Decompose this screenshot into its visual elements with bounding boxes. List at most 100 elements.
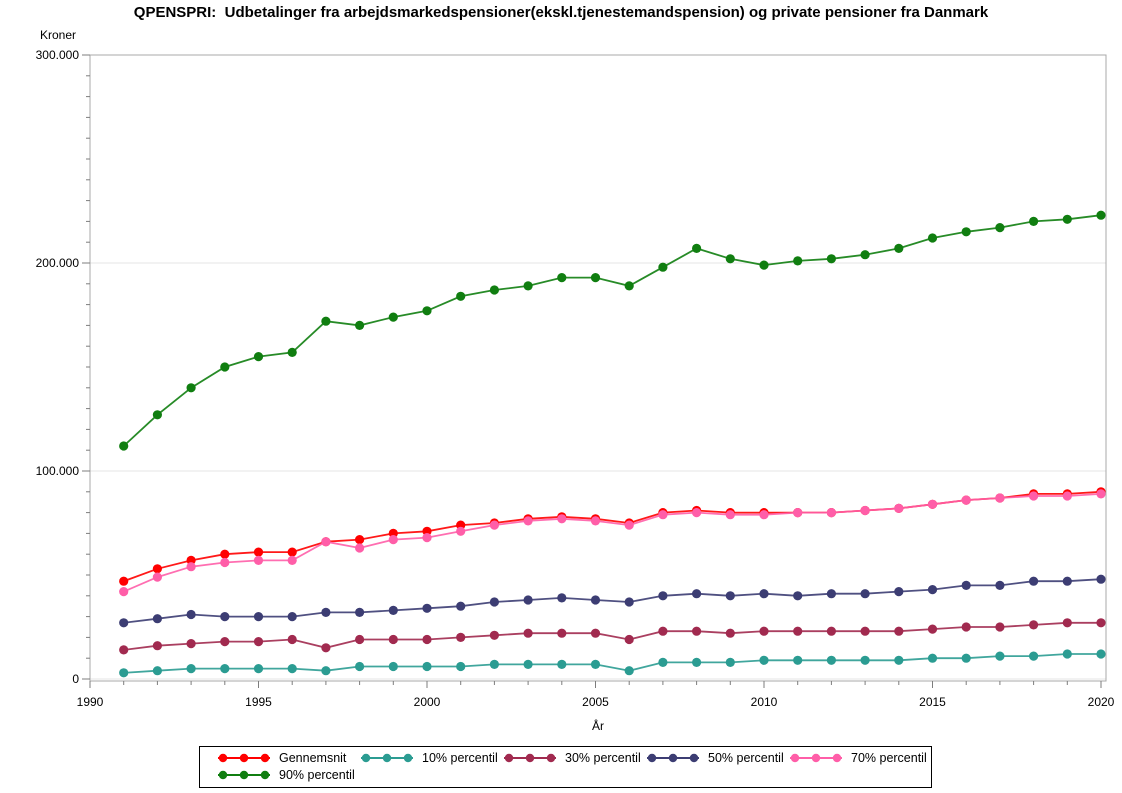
point-90-percentil-2019 — [1062, 214, 1072, 224]
point-50-percentil-2000 — [422, 603, 432, 613]
point-30-percentil-2003 — [523, 628, 533, 638]
point-70-percentil-2003 — [523, 516, 533, 526]
series-line-10-percentil — [123, 653, 1101, 674]
point-30-percentil-2009 — [725, 628, 735, 638]
point-50-percentil-1998 — [355, 607, 365, 618]
point-10-percentil-2004 — [557, 659, 567, 670]
legend-marker-50-percentil — [647, 753, 699, 763]
point-50-percentil-2012 — [826, 589, 837, 599]
point-50-percentil-1997 — [321, 607, 331, 618]
legend-box: Gennemsnit 10% percentil 30% percentil 50% … — [199, 746, 932, 788]
point-30-percentil-2010 — [759, 626, 769, 636]
legend-marker-10-percentil — [361, 753, 413, 763]
point-50-percentil-1993 — [186, 609, 196, 620]
x-axis-title: År — [592, 719, 604, 733]
point-30-percentil-1997 — [321, 643, 331, 653]
point-90-percentil-2018 — [1029, 216, 1039, 226]
point-50-percentil-1996 — [287, 612, 297, 622]
point-70-percentil-2018 — [1029, 491, 1039, 501]
point-30-percentil-2000 — [422, 634, 432, 645]
point-30-percentil-2019 — [1062, 618, 1072, 628]
x-tick-label-2005: 2005 — [582, 695, 609, 709]
point-30-percentil-2014 — [894, 626, 904, 636]
point-10-percentil-2020 — [1096, 649, 1106, 659]
point-30-percentil-2002 — [489, 630, 499, 640]
point-90-percentil-2013 — [860, 250, 870, 260]
series-10-percentil — [119, 649, 1106, 678]
point-gennemsnit-1991 — [119, 576, 129, 586]
point-70-percentil-1991 — [119, 587, 129, 597]
point-90-percentil-1997 — [321, 316, 331, 326]
point-70-percentil-2005 — [590, 516, 601, 526]
point-70-percentil-2010 — [759, 510, 769, 520]
point-10-percentil-1993 — [186, 664, 196, 674]
point-90-percentil-2012 — [826, 254, 837, 264]
series-line-90-percentil — [123, 214, 1102, 447]
point-10-percentil-2017 — [995, 651, 1005, 661]
legend-marker-70-percentil — [790, 753, 842, 763]
legend-marker-30-percentil — [504, 753, 556, 763]
point-30-percentil-1995 — [253, 637, 264, 647]
point-10-percentil-1996 — [287, 664, 297, 674]
point-10-percentil-1994 — [220, 664, 230, 674]
point-10-percentil-2012 — [826, 655, 837, 665]
point-50-percentil-1995 — [253, 612, 264, 622]
point-50-percentil-2002 — [489, 597, 499, 607]
x-tick-label-2020: 2020 — [1088, 695, 1115, 709]
y-tick-label-200000: 200.000 — [36, 256, 80, 270]
point-70-percentil-1999 — [388, 535, 398, 545]
point-70-percentil-2001 — [456, 526, 466, 536]
series-line-50-percentil — [123, 578, 1102, 624]
point-70-percentil-2004 — [557, 514, 567, 524]
point-90-percentil-2006 — [624, 281, 634, 291]
legend-item-50-percentil: 50% percentil — [645, 750, 788, 766]
point-90-percentil-2001 — [456, 291, 466, 301]
point-70-percentil-2019 — [1062, 491, 1072, 501]
point-70-percentil-2014 — [894, 503, 904, 513]
point-90-percentil-2014 — [894, 243, 904, 253]
point-10-percentil-2016 — [961, 653, 971, 663]
point-10-percentil-2014 — [894, 655, 904, 665]
point-30-percentil-2011 — [793, 626, 803, 636]
point-50-percentil-2014 — [894, 587, 904, 597]
point-90-percentil-2011 — [793, 256, 803, 266]
point-70-percentil-2009 — [725, 510, 735, 520]
x-tick-label-2010: 2010 — [751, 695, 778, 709]
point-90-percentil-1992 — [152, 410, 162, 420]
point-70-percentil-2011 — [793, 507, 803, 518]
point-70-percentil-2006 — [624, 520, 634, 530]
point-10-percentil-1999 — [388, 661, 398, 672]
series-70-percentil — [119, 489, 1106, 597]
legend-item-gennemsnit: Gennemsnit — [216, 750, 359, 766]
point-70-percentil-2017 — [995, 493, 1005, 503]
point-70-percentil-1996 — [287, 555, 297, 566]
point-50-percentil-1994 — [220, 612, 230, 622]
point-50-percentil-2016 — [961, 580, 971, 591]
point-30-percentil-2005 — [590, 628, 601, 638]
point-90-percentil-2020 — [1096, 210, 1106, 220]
point-10-percentil-2005 — [590, 659, 601, 670]
legend-item-10-percentil: 10% percentil — [359, 750, 502, 766]
point-90-percentil-1991 — [119, 441, 129, 451]
legend-item-90-percentil: 90% percentil — [216, 767, 359, 783]
point-50-percentil-2007 — [658, 591, 668, 601]
point-90-percentil-2010 — [759, 260, 769, 270]
point-10-percentil-1997 — [321, 666, 331, 676]
point-10-percentil-2000 — [422, 661, 432, 672]
series-line-70-percentil — [123, 493, 1102, 593]
point-30-percentil-1999 — [388, 634, 398, 645]
legend-marker-gennemsnit — [218, 753, 270, 763]
point-70-percentil-1998 — [355, 543, 365, 553]
point-10-percentil-2001 — [456, 661, 466, 672]
point-50-percentil-2020 — [1096, 574, 1106, 584]
point-10-percentil-2003 — [523, 659, 533, 670]
legend-grid: Gennemsnit 10% percentil 30% percentil 50% … — [216, 750, 931, 783]
point-10-percentil-2008 — [692, 657, 702, 668]
point-50-percentil-2003 — [523, 595, 533, 605]
point-70-percentil-1995 — [253, 555, 264, 566]
point-50-percentil-2001 — [456, 601, 466, 611]
point-90-percentil-1995 — [253, 352, 264, 362]
point-70-percentil-2007 — [658, 510, 668, 520]
point-10-percentil-2015 — [927, 653, 938, 663]
